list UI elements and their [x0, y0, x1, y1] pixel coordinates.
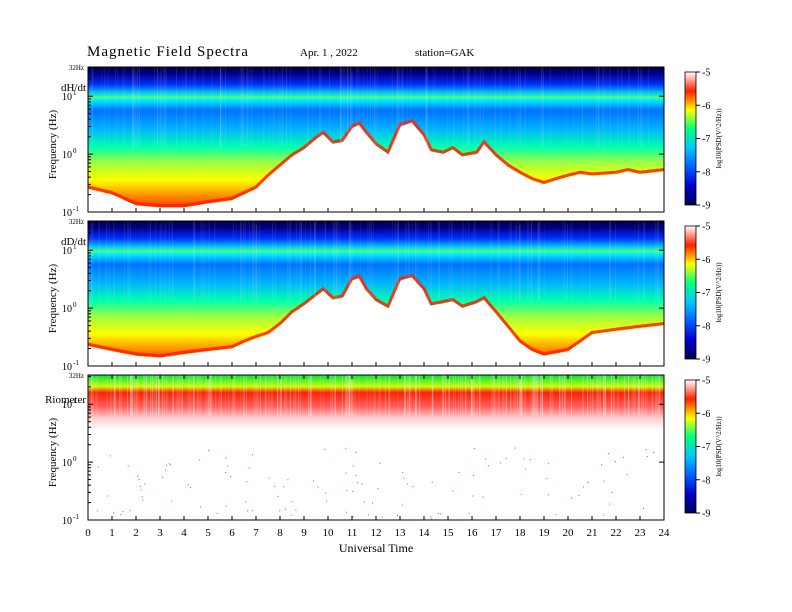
y-tick-exponent: 0 [73, 301, 77, 309]
colorbar-label: log10(PSD(V^2/Hz)) [715, 416, 723, 477]
x-tick-label: 17 [491, 527, 503, 539]
y-tick-label: 10 [62, 92, 72, 103]
colorbar-label: log10(PSD(V^2/Hz)) [715, 262, 723, 323]
colorbar-tick-label: -6 [702, 101, 710, 112]
x-tick-label: 13 [395, 527, 407, 539]
y-tick-label: 10 [62, 516, 72, 527]
x-tick-label: 16 [467, 527, 479, 539]
colorbar-tick-label: -5 [702, 68, 710, 79]
noise-floor-edge [87, 118, 665, 207]
date-label: Apr. 1 , 2022 [300, 47, 358, 59]
y-tick-exponent: 1 [73, 397, 77, 405]
x-tick-label: 19 [539, 527, 551, 539]
x-tick-label: 22 [611, 527, 622, 539]
colorbar-tick-label: -5 [702, 376, 710, 387]
colorbar-tick-label: -6 [702, 255, 710, 266]
noise-floor-region [88, 122, 664, 212]
y-tick-label: 10 [62, 304, 72, 315]
y-axis-label: Frequency (Hz) [47, 110, 59, 180]
y-tick-label: 10 [62, 458, 72, 469]
y-tick-exponent: -1 [73, 205, 79, 213]
y-tick-exponent: 1 [73, 243, 77, 251]
x-tick-label: 18 [515, 527, 527, 539]
top-frequency-label: 32Hz [69, 64, 84, 72]
x-tick-label: 7 [253, 527, 259, 539]
x-tick-label: 1 [109, 527, 115, 539]
noise-floor-region [88, 277, 664, 366]
panel-name: Riometer [45, 394, 86, 406]
x-tick-label: 24 [659, 527, 671, 539]
x-tick-label: 12 [371, 527, 382, 539]
x-tick-label: 20 [563, 527, 575, 539]
x-tick-label: 0 [85, 527, 91, 539]
noise-floor-edge [87, 273, 665, 358]
panel-name: dD/dt [61, 236, 86, 248]
colorbar-tick-label: -9 [702, 201, 710, 212]
x-axis: 0 1 2 3 4 5 6 7 8 9 10 11 12 13 14 15 16 17 18 19 20 21 22 23 24… [85, 527, 670, 555]
colorbar-1: -5 -6 -7 -8 -9 log10(PSD(V^2/Hz)) [684, 68, 723, 212]
y-tick-exponent: -1 [73, 359, 79, 367]
y-tick-exponent: 0 [73, 147, 77, 155]
y-axis-label: Frequency (Hz) [47, 264, 59, 334]
y-tick-label: 10 [62, 400, 72, 411]
x-tick-label: 15 [443, 527, 455, 539]
x-tick-label: 21 [587, 527, 598, 539]
x-tick-label: 11 [347, 527, 358, 539]
x-axis-label: Universal Time [339, 541, 413, 555]
colorbar-tick-label: -5 [702, 222, 710, 233]
colorbar-tick-label: -7 [702, 288, 710, 299]
colorbar-label: log10(PSD(V^2/Hz)) [715, 108, 723, 169]
y-tick-exponent: -1 [73, 513, 79, 521]
colorbar-2: -5 -6 -7 -8 -9 log10(PSD(V^2/Hz)) [684, 222, 723, 366]
y-tick-label: 10 [62, 362, 72, 373]
colorbar-tick-label: -8 [702, 321, 710, 332]
x-tick-label: 9 [301, 527, 307, 539]
panel-name: dH/dt [61, 82, 86, 94]
colorbar-tick-label: -9 [702, 509, 710, 520]
x-tick-label: 8 [277, 527, 283, 539]
x-tick-label: 5 [205, 527, 211, 539]
y-tick-label: 10 [62, 150, 72, 161]
top-frequency-label: 32Hz [69, 372, 84, 380]
x-tick-label: 14 [419, 527, 431, 539]
y-axis-label: Frequency (Hz) [47, 418, 59, 488]
colorbar-tick-label: -8 [702, 475, 710, 486]
colorbar-tick-label: -8 [702, 167, 710, 178]
spectrogram-image [88, 375, 664, 520]
y-tick-label: 10 [62, 246, 72, 257]
x-tick-label: 2 [133, 527, 139, 539]
y-tick-label: 10 [62, 208, 72, 219]
x-tick-label: 6 [229, 527, 235, 539]
station-label: station=GAK [415, 47, 475, 59]
x-tick-label: 10 [323, 527, 335, 539]
top-frequency-label: 32Hz [69, 218, 84, 226]
x-tick-label: 23 [635, 527, 647, 539]
colorbar-tick-label: -9 [702, 355, 710, 366]
x-tick-label: 3 [157, 527, 163, 539]
chart-title: Magnetic Field Spectra [87, 44, 249, 60]
colorbar-tick-label: -7 [702, 134, 710, 145]
colorbar-3: -5 -6 -7 -8 -9 log10(PSD(V^2/Hz)) [684, 376, 723, 520]
x-tick-label: 4 [181, 527, 187, 539]
colorbar-tick-label: -7 [702, 442, 710, 453]
colorbar-tick-label: -6 [702, 409, 710, 420]
y-tick-exponent: 0 [73, 455, 77, 463]
y-tick-exponent: 1 [73, 89, 77, 97]
